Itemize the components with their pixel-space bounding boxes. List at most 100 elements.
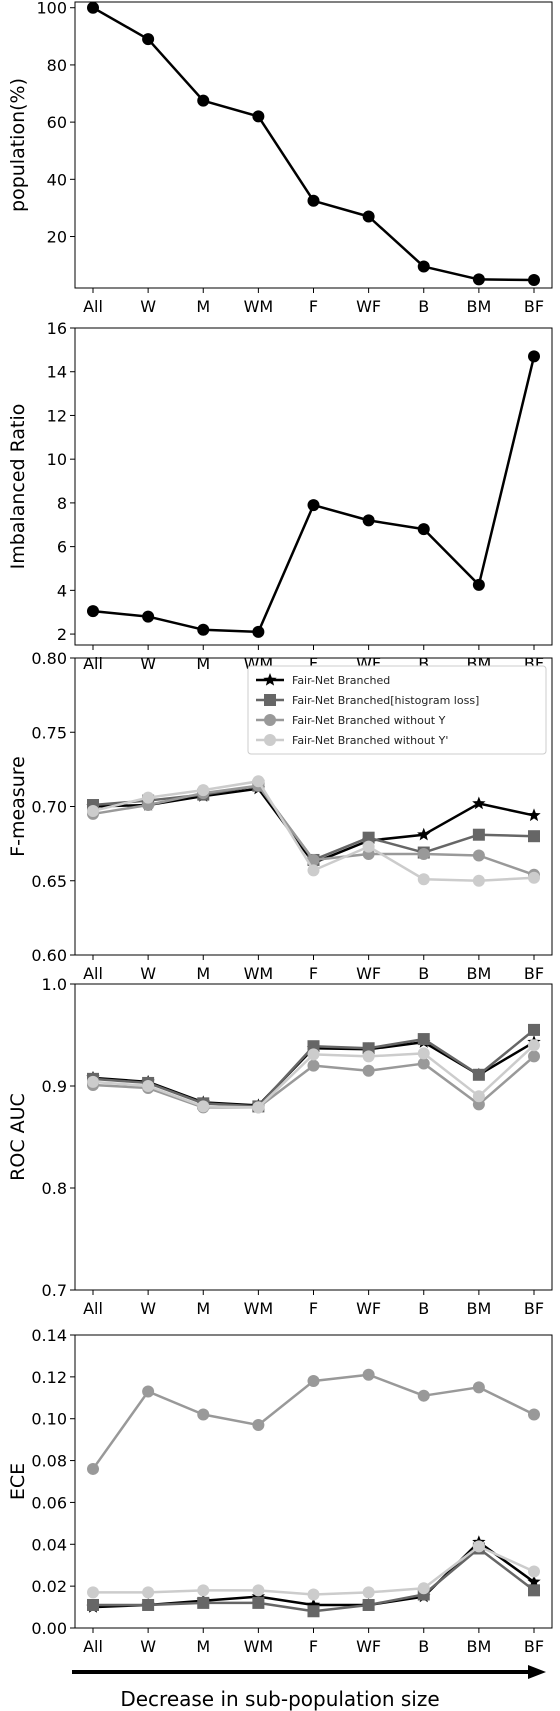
data-point [362,831,375,844]
data-point [417,1057,430,1070]
data-point [472,273,485,286]
y-tick-label: 0.00 [31,1619,67,1638]
data-point [362,1368,375,1381]
data-point [528,273,540,286]
x-tick-label: B [418,1637,429,1656]
data-point [87,1462,99,1475]
data-point [417,1033,430,1046]
data-point [527,808,541,822]
legend-label: Fair-Net Branched [292,674,390,687]
y-axis-label: ECE [7,1463,29,1500]
x-tick-label: M [196,1299,210,1318]
data-point [417,873,430,886]
y-tick-label: 0.70 [31,798,67,817]
data-point [197,1584,210,1597]
y-tick-label: 0.12 [31,1368,67,1387]
x-tick-label: All [83,297,103,316]
y-axis-label: Imbalanced Ratio [7,404,29,570]
plot-frame [74,983,553,1291]
x-tick-label: W [140,1299,156,1318]
data-point [87,1598,99,1611]
series-line-3 [93,1545,535,1596]
x-tick-label: W [140,297,156,316]
y-tick-label: 80 [47,56,67,75]
data-point [417,827,431,841]
x-tick-label: BM [466,297,491,316]
y-tick-label: 14 [47,363,67,382]
data-point [472,849,485,862]
data-point [197,1100,210,1113]
series-line-0 [92,356,536,634]
x-tick-label: All [83,1299,103,1318]
y-tick-label: 0.80 [31,649,67,668]
y-tick-label: 0.10 [31,1410,67,1429]
data-point [417,1582,430,1595]
data-point [417,1047,430,1060]
x-tick-label: WM [244,964,274,983]
x-tick-label: All [83,1637,103,1656]
y-tick-label: 8 [57,494,67,513]
legend: Fair-Net Branched Fair-Net Branched[histo… [247,665,547,755]
y-tick-label: 20 [47,228,67,247]
y-tick-label: 0.02 [31,1577,67,1596]
x-tick-label: WF [356,1637,381,1656]
y-tick-label: 4 [57,581,67,600]
legend-label: Fair-Net Branched without Y [292,714,446,727]
x-tick-label: WF [356,297,381,316]
x-tick-label: M [196,1637,210,1656]
data-point [142,791,155,804]
data-point [252,775,265,788]
y-tick-label: 0.08 [31,1452,67,1471]
y-axis-label: population(%) [7,78,29,212]
data-point [87,804,99,817]
x-tick-label: WM [244,297,274,316]
data-point [362,1050,375,1063]
x-tick-label: W [140,964,156,983]
x-tick-label: BM [466,1299,491,1318]
data-point [142,1598,155,1611]
y-tick-label: 12 [47,406,67,425]
series-line-0 [92,6,535,282]
x-tick-label: BF [524,297,544,316]
y-axis-label: ROC AUC [7,1093,29,1181]
data-point [472,578,485,591]
y-tick-label: 0.75 [31,723,67,742]
data-point [197,784,210,797]
data-point [252,1101,265,1114]
y-tick-label: 60 [47,113,67,132]
x-tick-label: W [140,1637,156,1656]
y-tick-label: 0.14 [31,1326,67,1345]
y-tick-label: 6 [57,538,67,557]
y-tick-label: 0.60 [31,946,67,965]
legend-marker [264,714,276,726]
data-point [528,1050,540,1063]
legend-label: Fair-Net Branched[histogram loss] [292,694,479,707]
x-tick-label: F [309,964,318,983]
x-tick-label: M [196,964,210,983]
data-point [528,1584,540,1597]
data-point [528,1565,540,1578]
data-point [142,610,155,623]
data-point [528,350,540,363]
data-point [142,33,155,46]
data-point [142,1385,155,1398]
data-point [417,848,430,861]
data-point [142,1586,155,1599]
x-tick-label: B [418,297,429,316]
data-point [252,1596,265,1609]
data-point [142,1080,155,1092]
x-tick-label: WM [244,1299,274,1318]
data-point [527,1574,541,1588]
legend-marker [263,673,277,686]
data-point [528,830,540,843]
data-point [87,1586,99,1599]
data-point [307,1605,320,1618]
data-point [307,853,320,866]
data-point [307,1048,320,1061]
data-point [472,1540,485,1553]
data-point [362,1064,375,1077]
data-point [307,499,320,512]
